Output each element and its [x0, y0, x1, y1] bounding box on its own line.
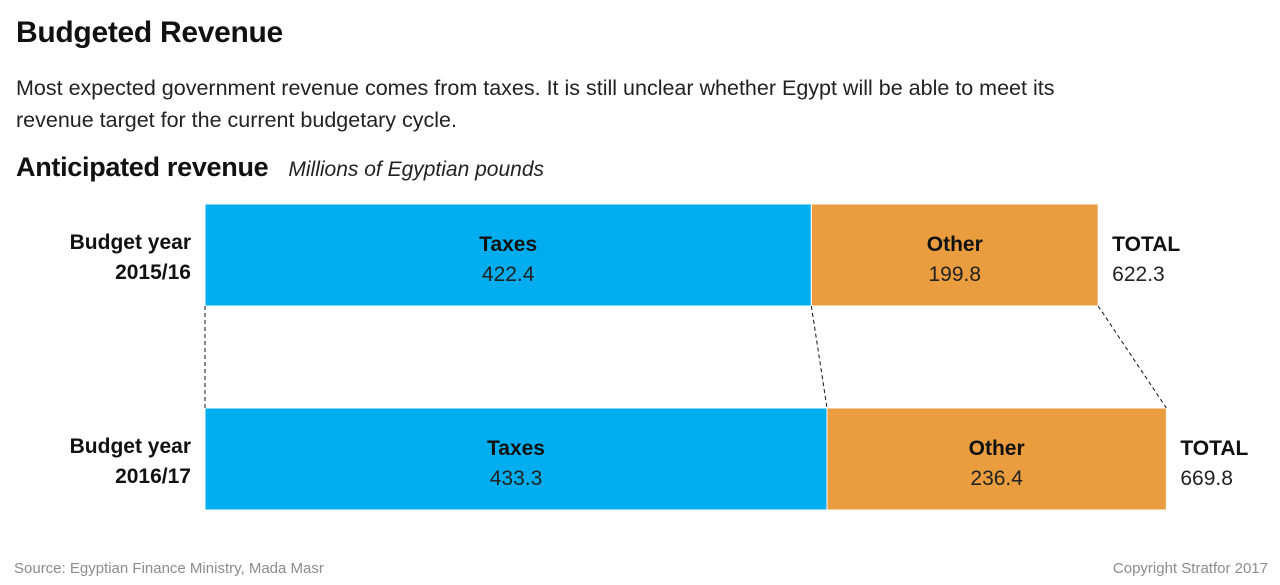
bar-segment-other [810, 203, 1099, 307]
bar-segment-taxes [204, 407, 828, 511]
row-label-line2: 2015/16 [115, 261, 191, 284]
source-note: Source: Egyptian Finance Ministry, Mada … [14, 560, 324, 577]
copyright-note: Copyright Stratfor 2017 [1112, 560, 1268, 577]
row-label-line1: Budget year [70, 435, 191, 458]
total-value: 669.8 [1180, 467, 1233, 490]
page-subtitle: Most expected government revenue comes f… [16, 76, 1055, 132]
segment-value-label: 433.3 [490, 467, 543, 490]
total-label: TOTAL [1180, 437, 1248, 460]
connector-line [810, 305, 828, 409]
chart-title: Anticipated revenue [16, 152, 269, 182]
total-label: TOTAL [1112, 233, 1180, 256]
segment-value-label: 422.4 [482, 263, 535, 286]
chart-unit: Millions of Egyptian pounds [288, 158, 545, 181]
chart-heading: Anticipated revenue Millions of Egyptian… [16, 152, 544, 183]
segment-name-label: Taxes [487, 437, 545, 460]
row-label-line1: Budget year [70, 231, 191, 254]
segment-name-label: Taxes [479, 233, 537, 256]
total-value: 622.3 [1112, 263, 1165, 286]
segment-value-label: 236.4 [970, 467, 1023, 490]
connector-line [1097, 305, 1167, 409]
segment-name-label: Other [969, 437, 1025, 460]
segment-value-label: 199.8 [928, 263, 981, 286]
segment-name-label: Other [927, 233, 983, 256]
page-title: Budgeted Revenue [16, 16, 283, 49]
row-label-line2: 2016/17 [115, 465, 191, 488]
bar-segment-taxes [204, 203, 812, 307]
bar-segment-other [826, 407, 1167, 511]
